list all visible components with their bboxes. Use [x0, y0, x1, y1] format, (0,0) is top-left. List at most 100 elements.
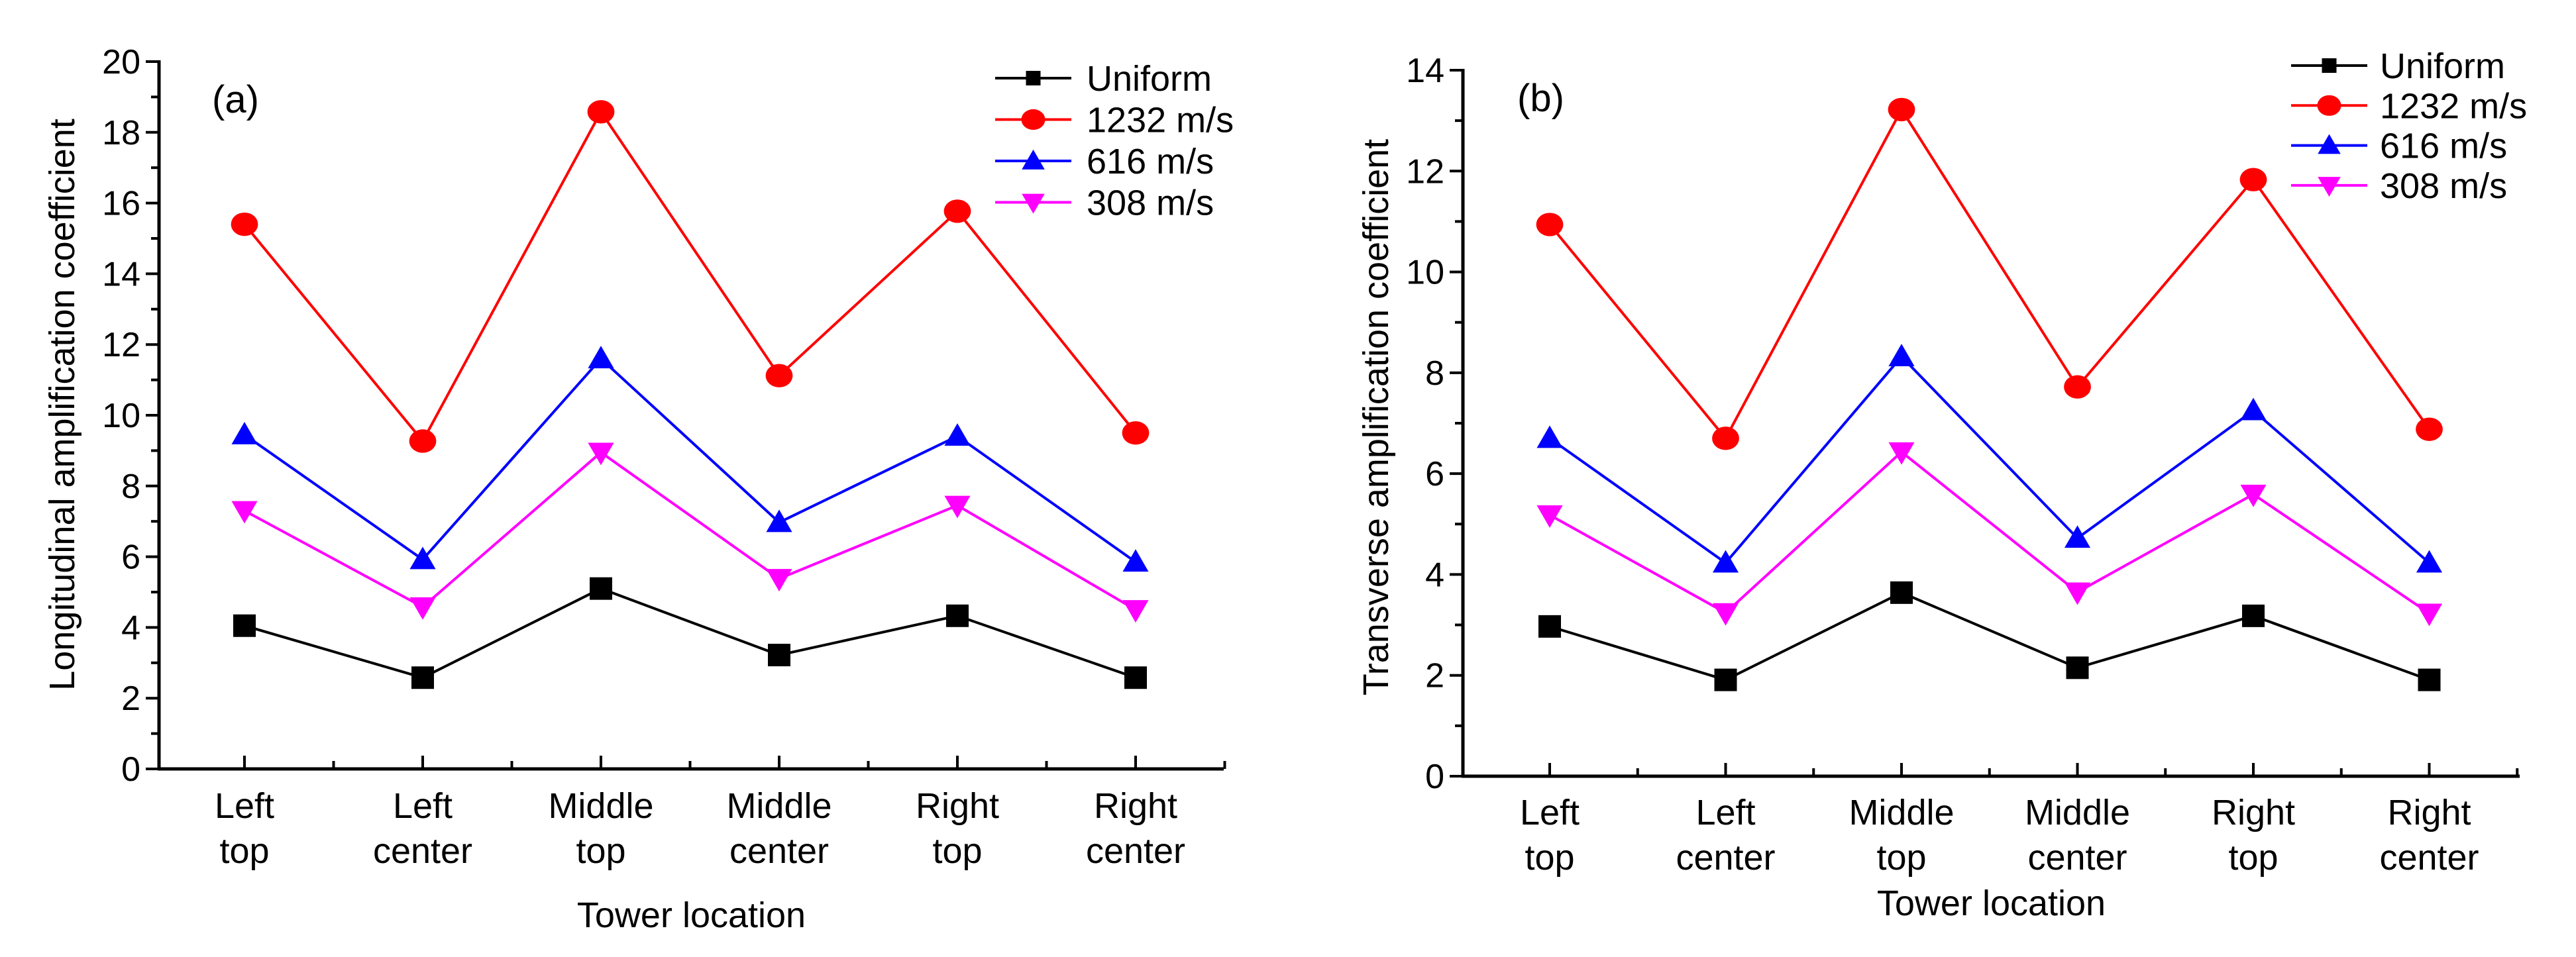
x-tick-label: Middle top	[1849, 793, 1954, 878]
y-axis-title: Transverse amplification coefficient	[1356, 139, 1396, 695]
x-tick-label: Right top	[916, 786, 999, 871]
data-point	[2064, 525, 2091, 548]
x-tick-label-line: Left	[215, 786, 274, 826]
data-point	[2240, 484, 2267, 507]
data-point	[231, 421, 258, 444]
x-tick-label-line: Right	[916, 786, 999, 826]
series-1232-m-s	[231, 100, 1150, 453]
data-point	[768, 644, 790, 667]
data-point	[1536, 213, 1564, 236]
x-tick-label: Middle center	[2025, 793, 2130, 878]
x-axis-title: Tower location	[1877, 883, 2106, 923]
legend-label: 616 m/s	[1087, 142, 1214, 181]
data-point	[1536, 425, 1563, 448]
series-line	[243, 109, 1137, 444]
legend-label: 308 m/s	[1087, 183, 1214, 223]
x-tick-label-line: Middle	[1849, 793, 1954, 832]
x-tick-label-line: Middle	[548, 786, 653, 826]
x-tick-label-line: Right	[1094, 786, 1177, 826]
data-point	[944, 495, 971, 519]
x-tick-label: Right center	[2379, 793, 2479, 878]
x-tick-label-line: top	[219, 831, 269, 871]
series-line	[1548, 354, 2430, 565]
data-point	[590, 577, 612, 600]
x-tick-label: Right center	[1086, 786, 1185, 871]
legend-item: 308 m/s	[995, 183, 1214, 223]
x-tick-label-line: center	[1086, 831, 1185, 871]
data-point	[1890, 581, 1913, 604]
series-line	[244, 450, 1137, 611]
x-tick-label-line: center	[373, 831, 472, 871]
x-tick-label-line: center	[1676, 838, 1775, 878]
data-point	[1712, 603, 1739, 626]
y-tick-label: 8	[1425, 354, 1444, 393]
x-tick-label-line: Middle	[2025, 793, 2130, 832]
data-point	[944, 423, 971, 446]
y-tick-label: 4	[1425, 556, 1444, 594]
x-tick-label-line: top	[2228, 838, 2278, 878]
series-line	[244, 587, 1136, 680]
data-point	[587, 100, 615, 124]
data-point	[409, 597, 436, 620]
data-point	[409, 546, 436, 570]
data-point	[231, 501, 258, 524]
data-point	[946, 604, 969, 627]
y-tick-label: 10	[1406, 254, 1444, 292]
legend-item: 616 m/s	[2291, 126, 2507, 166]
data-point	[1124, 666, 1147, 689]
data-point	[2242, 604, 2265, 627]
x-tick-label-line: center	[2027, 838, 2127, 878]
series-line	[1548, 107, 2431, 441]
y-tick-label: 2	[1425, 657, 1444, 695]
series-line	[1549, 450, 2430, 615]
data-point	[1122, 600, 1149, 623]
legend-marker	[1022, 193, 1045, 214]
series-uniform	[1538, 581, 2441, 691]
data-point	[233, 614, 256, 637]
series-616-m-s	[231, 346, 1149, 572]
y-tick-label: 18	[102, 114, 140, 152]
y-tick-label: 0	[121, 750, 140, 789]
series-308-m-s	[1536, 442, 2443, 627]
legend-item: Uniform	[2291, 46, 2505, 86]
legend-marker	[2322, 58, 2337, 73]
x-tick-label-line: Left	[1520, 793, 1580, 832]
y-tick-label: 6	[1425, 455, 1444, 493]
x-tick-label-line: Right	[2387, 793, 2471, 832]
data-point	[1122, 421, 1150, 445]
series-308-m-s	[231, 442, 1149, 623]
data-point	[409, 429, 437, 453]
x-tick-label-line: top	[1525, 838, 1574, 878]
data-point	[2064, 375, 2091, 399]
legend-item: Uniform	[995, 59, 1212, 99]
data-point	[2416, 417, 2443, 441]
data-point	[2240, 397, 2267, 421]
x-tick-label-line: top	[576, 831, 625, 871]
series-1232-m-s	[1536, 97, 2443, 450]
x-tick-label: Left top	[215, 786, 274, 871]
data-point	[1714, 668, 1737, 691]
legend-marker	[2318, 134, 2341, 154]
data-point	[1888, 97, 1915, 122]
y-axis-title: Longitudinal amplification coefficient	[42, 119, 82, 691]
x-tick-label-line: Right	[2212, 793, 2295, 832]
x-axis-title: Tower location	[577, 895, 806, 935]
data-point	[231, 212, 258, 236]
x-tick-label-line: Left	[1695, 793, 1755, 832]
x-tick-label-line: center	[2379, 838, 2479, 878]
data-point	[2239, 168, 2267, 191]
x-tick-label-line: top	[1876, 838, 1926, 878]
data-point	[943, 199, 971, 223]
x-tick-label: Left center	[1676, 793, 1775, 878]
series-line	[243, 356, 1137, 564]
series-line	[1549, 591, 2430, 681]
panel-label: (a)	[212, 78, 259, 121]
data-point	[1538, 615, 1561, 638]
y-tick-label: 10	[102, 397, 140, 435]
data-point	[2066, 656, 2089, 680]
y-tick-label: 8	[121, 468, 140, 506]
